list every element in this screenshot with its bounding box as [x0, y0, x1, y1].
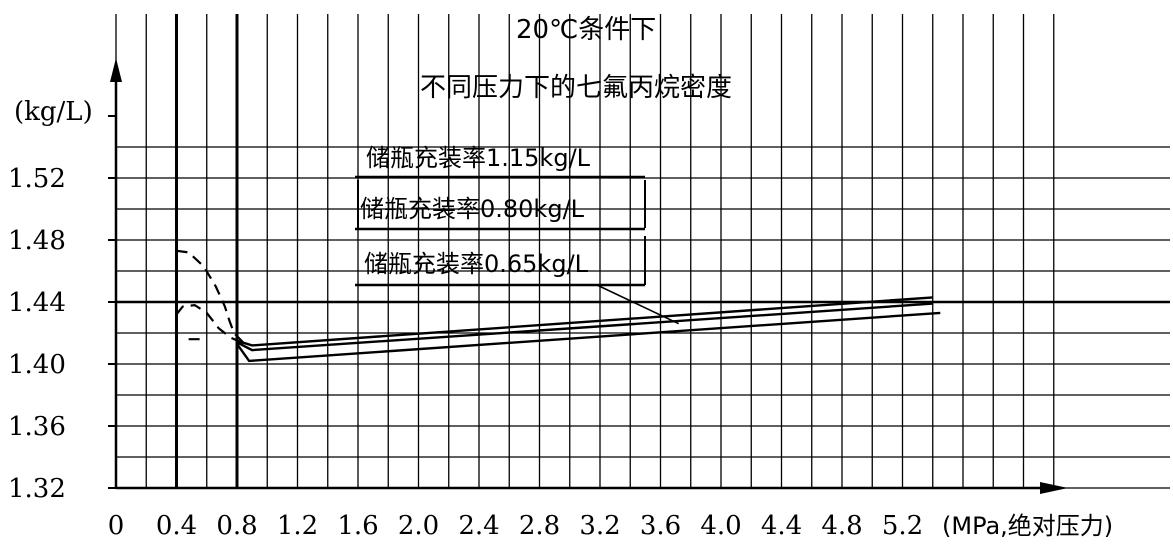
series-layer [175, 249, 941, 363]
x-tick-label: 3.2 [579, 511, 620, 541]
x-tick-label: 0.4 [156, 511, 197, 541]
axes [108, 58, 1068, 494]
grid-lines [115, 14, 1170, 489]
x-tick-label: 4.0 [700, 511, 741, 541]
legend-leader-line [596, 284, 679, 325]
legend-label: 储瓶充装率0.80kg/L [360, 195, 585, 223]
y-tick-label: 1.32 [8, 474, 66, 504]
y-tick-label: 1.36 [8, 412, 66, 442]
x-tick-label: 3.6 [640, 511, 681, 541]
series-line [236, 311, 941, 363]
y-tick-label: 1.48 [8, 226, 66, 256]
x-axis-label: (MPa,绝对压力) [942, 512, 1113, 540]
legend-layer: 储瓶充装率1.15kg/L 储瓶充装率0.80kg/L 储瓶充装率0.65kg/L [355, 144, 679, 325]
x-tick-label: 2.4 [458, 511, 499, 541]
y-tick-label: 1.40 [8, 350, 66, 380]
x-tick-label: 0.8 [216, 511, 257, 541]
x-tick-label: 5.2 [882, 511, 923, 541]
x-tick-label: 0 [108, 511, 125, 541]
x-axis-arrow [1040, 482, 1068, 494]
x-tick-label: 2.0 [398, 511, 439, 541]
y-axis-label: (kg/L) [14, 97, 93, 127]
x-tick-label: 1.2 [277, 511, 318, 541]
x-tick-label: 1.6 [337, 511, 378, 541]
x-tick-label: 2.8 [519, 511, 560, 541]
y-axis-arrow [110, 58, 122, 82]
series-dashed-curve [176, 249, 246, 345]
text-layer: 20℃条件下 不同压力下的七氟丙烷密度 (kg/L) (MPa,绝对压力) 0 0… [8, 15, 1113, 541]
y-tick-label: 1.44 [8, 288, 66, 318]
chart-subtitle: 20℃条件下 [516, 15, 656, 45]
legend-label: 储瓶充装率0.65kg/L [364, 250, 589, 278]
legend-label: 储瓶充装率1.15kg/L [366, 144, 591, 172]
x-tick-label: 4.8 [821, 511, 862, 541]
x-tick-label: 4.4 [761, 511, 802, 541]
chart-title: 不同压力下的七氟丙烷密度 [420, 73, 732, 103]
series-line [236, 302, 933, 352]
series-dashed-curve [175, 303, 246, 345]
y-tick-label: 1.52 [8, 164, 66, 194]
